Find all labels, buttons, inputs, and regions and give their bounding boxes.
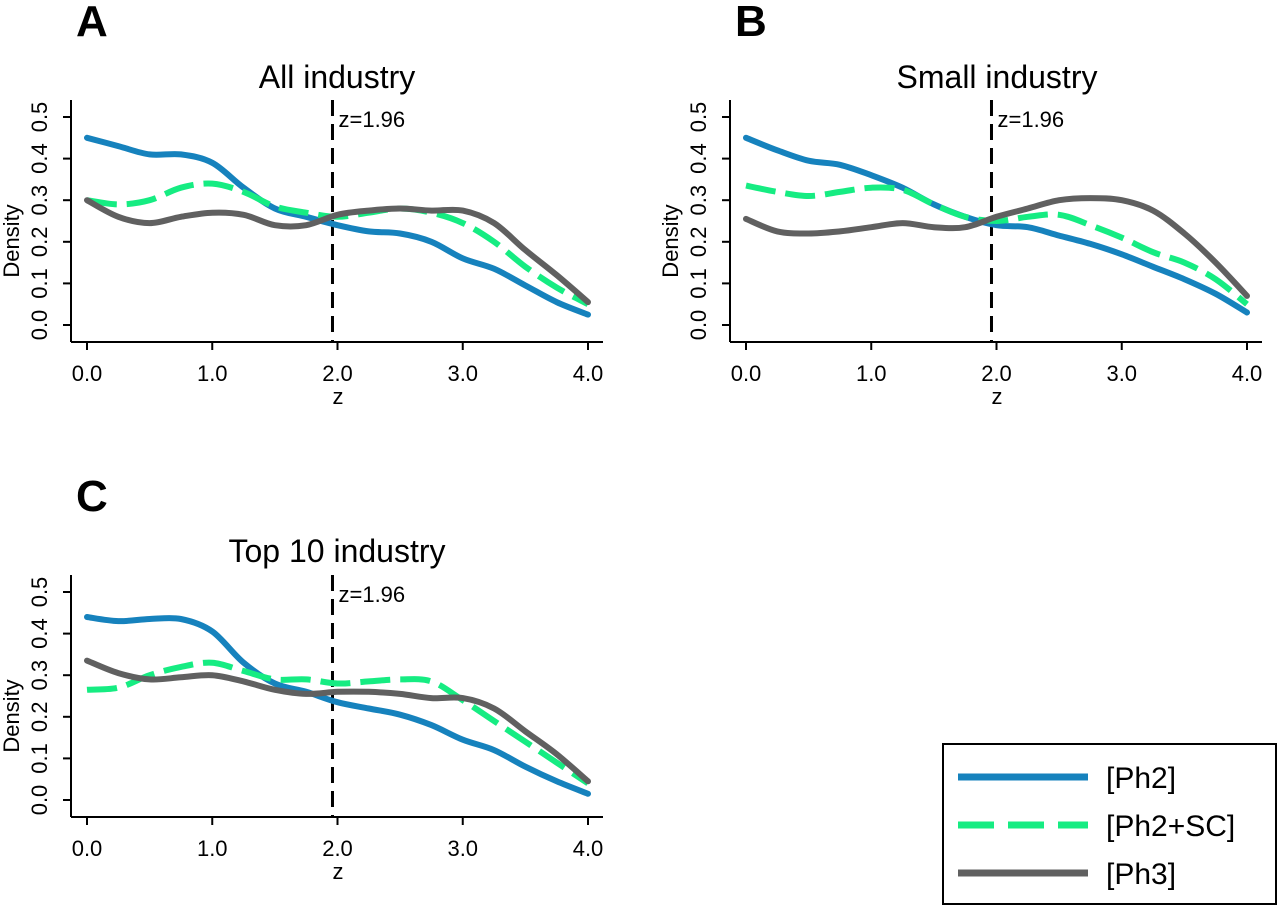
y-tick-label: 0.4 <box>27 143 52 174</box>
series-line-ph2 <box>84 614 591 797</box>
x-tick-label: 4.0 <box>573 361 604 386</box>
y-tick-label: 0.2 <box>27 227 52 258</box>
y-tick-label: 0.4 <box>27 618 52 649</box>
chart-panel-a: A All industry 0.0 1.0 2.0 3.0 4.0 0.0 0.1 0.2 0.3… <box>0 0 603 409</box>
y-tick-label: 0.0 <box>27 785 52 816</box>
x-tick-label: 0.0 <box>72 836 103 861</box>
y-tick-label: 0.5 <box>27 577 52 608</box>
series-line-ph2 <box>84 134 591 318</box>
x-tick-label: 1.0 <box>197 361 228 386</box>
x-tick-label: 3.0 <box>1106 361 1137 386</box>
legend-label-ph2: [Ph2] <box>1106 762 1176 795</box>
y-axis-title: Density <box>0 679 24 752</box>
x-axis-title: z <box>333 859 344 884</box>
y-tick-label: 0.2 <box>686 227 711 258</box>
x-tick-label: 0.0 <box>72 361 103 386</box>
x-tick-label: 1.0 <box>856 361 887 386</box>
panel-title: Small industry <box>897 59 1098 95</box>
x-tick-label: 0.0 <box>731 361 762 386</box>
y-tick-label: 0.5 <box>686 102 711 133</box>
y-tick-label: 0.2 <box>27 702 52 733</box>
y-axis-title: Density <box>658 204 683 277</box>
x-tick-label: 4.0 <box>573 836 604 861</box>
y-tick-label: 0.3 <box>27 185 52 216</box>
panel-title: All industry <box>259 59 416 95</box>
series-line-ph2-sc <box>86 180 590 307</box>
chart-legend: [Ph2] [Ph2+SC] [Ph3] <box>942 743 1277 905</box>
reference-line-label: z=1.96 <box>997 107 1064 132</box>
y-tick-label: 0.4 <box>686 143 711 174</box>
x-tick-label: 3.0 <box>447 836 478 861</box>
y-tick-label: 0.1 <box>27 268 52 299</box>
y-tick-label: 0.0 <box>27 310 52 341</box>
series-line-ph2-sc <box>86 659 590 786</box>
panel-title: Top 10 industry <box>228 533 445 569</box>
chart-panel-c: C Top 10 industry 0.0 1.0 2.0 3.0 4.0 0.0 0.1 0.2… <box>0 472 603 884</box>
x-tick-label: 4.0 <box>1232 361 1263 386</box>
series-line-ph3 <box>743 195 1250 299</box>
x-axis-title: z <box>333 384 344 409</box>
y-tick-label: 0.1 <box>686 268 711 299</box>
panel-letter: C <box>76 472 108 521</box>
series-line-ph3 <box>84 657 591 785</box>
series-line-ph2 <box>743 134 1250 316</box>
series-line-ph2-sc <box>745 182 1249 307</box>
legend-frame <box>942 743 1277 905</box>
y-tick-label: 0.5 <box>27 102 52 133</box>
y-tick-label: 0.0 <box>686 310 711 341</box>
reference-line-label: z=1.96 <box>338 582 405 607</box>
x-tick-label: 2.0 <box>981 361 1012 386</box>
legend-label-ph2sc: [Ph2+SC] <box>1106 810 1235 843</box>
x-tick-label: 3.0 <box>447 361 478 386</box>
legend-label-ph3: [Ph3] <box>1106 858 1176 891</box>
reference-line-label: z=1.96 <box>338 107 405 132</box>
y-tick-label: 0.1 <box>27 743 52 774</box>
x-tick-label: 1.0 <box>197 836 228 861</box>
x-axis-title: z <box>992 384 1003 409</box>
panel-letter: B <box>735 0 767 46</box>
x-tick-label: 2.0 <box>322 361 353 386</box>
y-tick-label: 0.3 <box>27 660 52 691</box>
y-tick-label: 0.3 <box>686 185 711 216</box>
chart-panel-b: B Small industry 0.0 1.0 2.0 3.0 4.0 0.0 0.1 0.2 0… <box>658 0 1262 409</box>
chart-panels: A All industry 0.0 1.0 2.0 3.0 4.0 0.0 0.1 0.2 0.3… <box>0 0 1262 884</box>
x-tick-label: 2.0 <box>322 836 353 861</box>
series-line-ph3 <box>84 197 591 306</box>
y-axis-title: Density <box>0 204 24 277</box>
panel-letter: A <box>76 0 108 46</box>
